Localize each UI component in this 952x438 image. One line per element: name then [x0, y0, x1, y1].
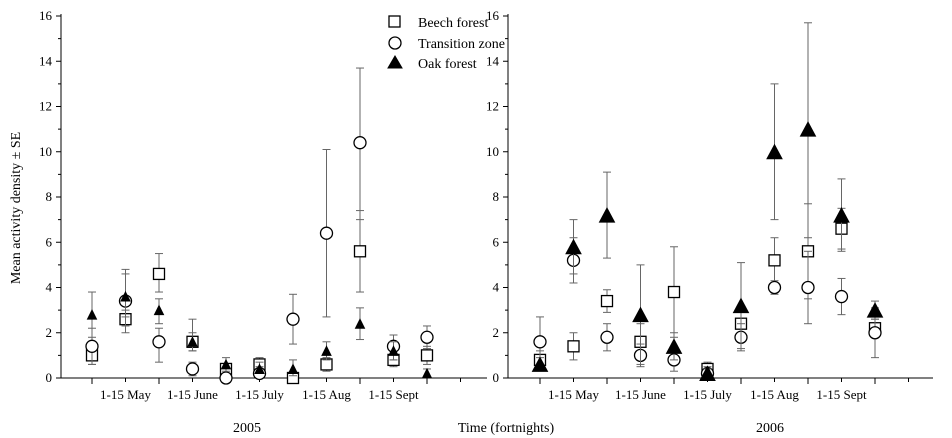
y-tick-label: 16	[39, 8, 53, 23]
data-point-oak-forest	[866, 302, 884, 318]
legend-label-transition-zone: Transition zone	[418, 37, 505, 52]
data-point-transition-zone	[219, 371, 233, 385]
series-beech-forest	[533, 203, 882, 377]
data-point-oak-forest	[799, 121, 817, 137]
data-point-beech-forest	[768, 254, 781, 267]
data-point-oak-forest	[354, 318, 366, 329]
x-tick-label: 1-15 Aug	[750, 387, 799, 402]
y-tick-label: 10	[486, 144, 499, 159]
data-point-beech-forest	[353, 245, 367, 258]
x-tick-label: 1-15 July	[683, 387, 732, 402]
data-point-oak-forest	[632, 306, 649, 323]
data-point-oak-forest	[665, 338, 683, 354]
data-point-transition-zone	[286, 312, 300, 326]
panel-year-label: 2005	[233, 421, 261, 436]
y-tick-label: 14	[39, 53, 53, 68]
panel-2006: 0 2 4 6 8 10 12 14 16 1-15 May 1-15 June 1-15 July 1…	[486, 8, 933, 436]
y-tick-label: 10	[39, 144, 52, 159]
data-point-transition-zone	[85, 339, 99, 353]
x-tick-label: 1-15 July	[235, 387, 284, 402]
data-point-transition-zone	[353, 136, 367, 150]
y-tick-label: 2	[493, 325, 500, 340]
legend-label-oak-forest: Oak forest	[418, 57, 477, 72]
data-point-beech-forest	[152, 267, 166, 281]
legend-marker-beech-forest	[388, 15, 401, 28]
legend-marker-oak-forest	[387, 55, 403, 69]
y-tick-label: 16	[486, 8, 500, 23]
data-point-oak-forest	[699, 365, 716, 381]
x-tick-label: 1-15 Sept	[368, 387, 419, 402]
data-point-transition-zone	[600, 330, 614, 344]
data-point-oak-forest	[732, 297, 750, 314]
data-point-oak-forest	[421, 367, 433, 379]
series-transition-zone	[85, 67, 434, 385]
data-point-oak-forest	[254, 363, 265, 374]
data-point-transition-zone	[185, 362, 200, 376]
series-oak-forest	[86, 268, 433, 379]
data-point-oak-forest	[766, 143, 783, 160]
data-point-beech-forest	[600, 294, 614, 308]
data-point-oak-forest	[86, 309, 98, 320]
axes-layer: 0 2 4 6 8 10 12 14 16 1-15 May 1-15 June 1-15 July 1…	[39, 8, 933, 436]
legend: Beech forest Transition zone Oak forest	[387, 15, 505, 72]
data-point-beech-forest	[667, 285, 681, 299]
y-axis-title: Mean activity density ± SE	[9, 132, 24, 284]
x-tick-label: 1-15 June	[167, 387, 218, 402]
data-point-beech-forest	[320, 358, 333, 371]
data-point-oak-forest	[187, 336, 198, 347]
y-tick-label: 0	[46, 370, 53, 385]
data-point-transition-zone	[533, 335, 547, 349]
data-point-transition-zone	[834, 289, 849, 304]
data-point-oak-forest	[153, 304, 165, 316]
x-tick-label: 1-15 May	[100, 387, 151, 402]
data-point-oak-forest	[598, 207, 616, 223]
data-point-transition-zone	[801, 280, 815, 295]
y-tick-label: 8	[493, 189, 500, 204]
y-tick-label: 0	[493, 370, 500, 385]
y-tick-label: 12	[486, 99, 499, 114]
x-tick-label: 1-15 Sept	[816, 387, 867, 402]
y-tick-label: 4	[46, 280, 53, 295]
data-point-beech-forest	[420, 349, 434, 362]
panel-2005: 0 2 4 6 8 10 12 14 16 1-15 May 1-15 June 1-15 July 1…	[39, 8, 487, 436]
series-beech-forest	[85, 210, 434, 385]
series-oak-forest	[531, 22, 884, 381]
legend-label-beech-forest: Beech forest	[418, 16, 488, 31]
data-point-transition-zone	[319, 226, 334, 240]
x-tick-label: 1-15 Aug	[302, 387, 351, 402]
data-point-oak-forest	[388, 345, 399, 356]
y-tick-label: 4	[493, 280, 500, 295]
y-tick-label: 6	[46, 234, 53, 249]
y-tick-label: 14	[486, 53, 500, 68]
y-tick-label: 2	[46, 325, 53, 340]
data-point-oak-forest	[120, 290, 131, 302]
data-point-oak-forest	[833, 207, 850, 223]
data-point-oak-forest	[287, 363, 299, 374]
y-tick-label: 8	[46, 189, 53, 204]
data-point-transition-zone	[868, 326, 882, 340]
series-transition-zone	[533, 237, 882, 381]
x-axis-title: Time (fortnights)	[458, 421, 555, 436]
data-point-transition-zone	[420, 330, 434, 344]
panel-year-label: 2006	[756, 421, 784, 436]
y-tick-label: 12	[39, 99, 52, 114]
data-point-oak-forest	[220, 358, 232, 370]
x-tick-label: 1-15 June	[615, 387, 666, 402]
x-tick-label: 1-15 May	[548, 387, 599, 402]
data-point-transition-zone	[767, 280, 782, 295]
data-point-oak-forest	[321, 345, 332, 356]
data-point-oak-forest	[565, 238, 582, 255]
data-point-transition-zone	[152, 335, 166, 349]
marks-layer	[85, 22, 884, 385]
data-point-beech-forest	[567, 340, 580, 353]
y-tick-label: 6	[493, 234, 500, 249]
legend-marker-transition-zone	[388, 36, 402, 50]
data-point-oak-forest	[531, 356, 549, 372]
